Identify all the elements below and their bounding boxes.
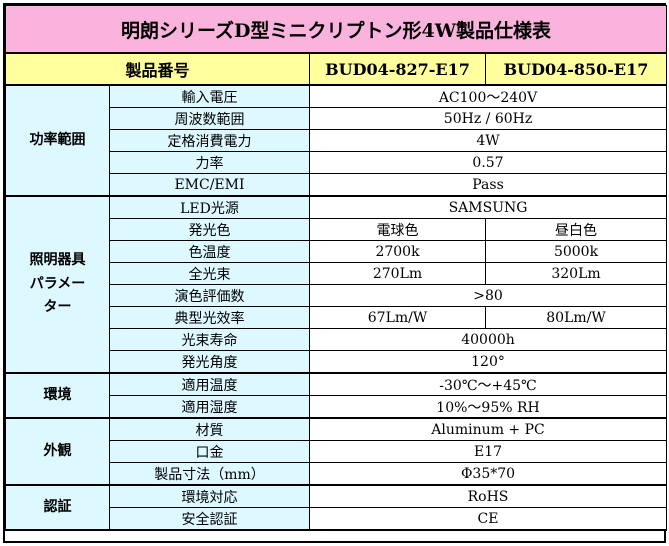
spec-row: 光束寿命 40000h [6,328,668,351]
spec-label: 力率 [109,151,310,174]
spec-row: 功率範囲 輸入電圧 AC100～240V [5,84,668,197]
spec-label: LED光源 [109,195,310,219]
spec-value: 電球色 [309,218,486,241]
spec-value: 5000k [484,240,668,263]
spec-value: -30℃～+45℃ [308,372,668,396]
spec-label: 適用温度 [109,372,310,396]
spec-label: 安全認証 [109,507,310,531]
spec-value: AC100～240V [308,84,668,108]
spec-row: EMC/EMI Pass [6,173,668,197]
spec-row: 演色評価数 >80 [6,284,668,307]
spec-table: 明朗シリーズD型ミニクリプトン形4W製品仕様表 製品番号 BUD04-827-E… [4,5,668,531]
spec-row: 発光色 電球色 昼白色 [6,218,668,241]
spec-label: 全光束 [109,262,310,285]
header-model-1: BUD04-827-E17 [309,52,486,86]
spec-value: E17 [308,440,668,463]
spec-label: 演色評価数 [109,284,310,307]
spec-value: 4W [308,129,668,152]
spec-value: 80Lm/W [484,306,668,329]
spec-value: 40000h [308,328,668,351]
spec-label: 発光色 [109,218,310,241]
spec-row: 外観 材質 Aluminum + PC [5,417,668,486]
category-label: 認証 [5,484,110,531]
spec-label: EMC/EMI [109,173,310,197]
header-row: 製品番号 BUD04-827-E17 BUD04-850-E17 [5,52,668,86]
spec-value: 50Hz / 60Hz [308,107,668,130]
category-label-line: 外観 [43,442,72,459]
spec-value: CE [308,507,668,531]
spec-value: 270Lm [309,262,486,285]
spec-row: 全光束 270Lm 320Lm [6,262,668,285]
spec-row: 適用湿度 10%～95% RH [6,395,668,419]
spec-label: 輸入電圧 [109,84,310,108]
spec-table-body: 明朗シリーズD型ミニクリプトン形4W製品仕様表 製品番号 BUD04-827-E… [4,5,668,531]
category-label-line: 照明器具 [29,251,86,268]
spec-value: RoHS [308,484,668,508]
category-label: 環境 [5,372,110,419]
spec-row: 周波数範囲 50Hz / 60Hz [6,107,668,130]
spec-sheet: 明朗シリーズD型ミニクリプトン形4W製品仕様表 製品番号 BUD04-827-E… [3,3,668,543]
spec-label: 適用湿度 [109,395,310,419]
category-label: 功率範囲 [5,84,110,197]
spec-row: 力率 0.57 [6,151,668,174]
spec-value: SAMSUNG [308,195,668,219]
category-label-line: ター [43,299,72,316]
spec-label: 製品寸法（mm） [109,462,310,486]
spec-value: 10%～95% RH [308,395,668,419]
spec-value: 2700k [309,240,486,263]
spec-label: 発光角度 [109,350,310,374]
spec-row: 色温度 2700k 5000k [6,240,668,263]
title-row: 明朗シリーズD型ミニクリプトン形4W製品仕様表 [4,5,668,54]
spec-value: 昼白色 [484,218,668,241]
spec-label: 周波数範囲 [109,107,310,130]
category-label-line: 功率範囲 [29,131,86,148]
spec-value: Pass [308,173,668,197]
spec-value: 120° [308,350,668,374]
spec-label: 材質 [109,417,310,441]
spec-value: 67Lm/W [309,306,486,329]
spec-row: 環境 適用温度 -30℃～+45℃ [5,372,668,419]
category-label-line: パラメー [29,275,86,292]
spec-value: 0.57 [308,151,668,174]
spec-value: >80 [308,284,668,307]
spec-row: 照明器具 パラメー ター LED光源 SAMSUNG [5,195,668,374]
spec-label: 環境対応 [109,484,310,508]
page-title: 明朗シリーズD型ミニクリプトン形4W製品仕様表 [4,5,668,54]
spec-row: 製品寸法（mm） Φ35*70 [6,462,668,486]
spec-row: 典型光效率 67Lm/W 80Lm/W [6,306,668,329]
spec-row: 安全認証 CE [6,507,668,531]
spec-label: 光束寿命 [109,328,310,351]
category-label: 照明器具パラメーター [5,195,110,374]
header-model-2: BUD04-850-E17 [484,52,668,86]
spec-row: 口金 E17 [6,440,668,463]
spec-row: 発光角度 120° [6,350,668,374]
spec-label: 口金 [109,440,310,463]
spec-value: 320Lm [484,262,668,285]
spec-label: 定格消費電力 [109,129,310,152]
spec-row: 定格消費電力 4W [6,129,668,152]
category-label: 外観 [5,417,110,486]
spec-label: 色温度 [109,240,310,263]
spec-value: Aluminum + PC [308,417,668,441]
category-label-line: 環境 [43,386,72,403]
spec-row: 認証 環境対応 RoHS [5,484,668,531]
spec-label: 典型光效率 [109,306,310,329]
header-label: 製品番号 [5,52,310,86]
category-label-line: 認証 [43,498,72,515]
spec-value: Φ35*70 [308,462,668,486]
